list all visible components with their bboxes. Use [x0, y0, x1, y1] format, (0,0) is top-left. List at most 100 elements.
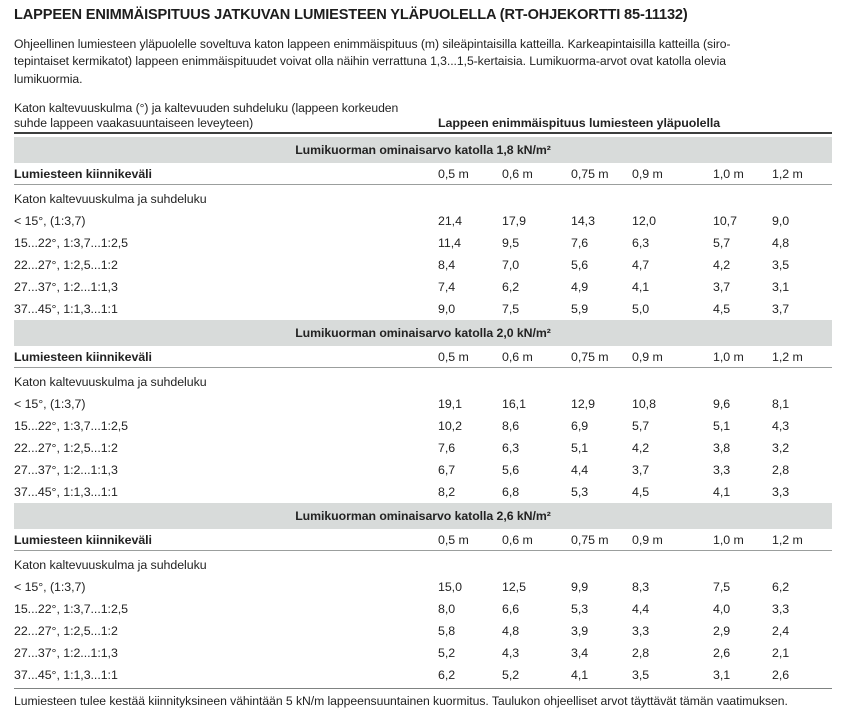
max-length-value: 11,4: [438, 236, 461, 251]
max-length-value: 2,1: [772, 646, 790, 661]
max-length-value: 10,8: [632, 397, 656, 412]
max-length-value: 12,5: [502, 580, 526, 595]
slope-subheader: Katon kaltevuuskulma ja suhdeluku: [14, 192, 207, 207]
max-length-value: 4,8: [502, 624, 520, 639]
table-row: 15...22°, 1:3,7...1:2,5 10,2 8,6 6,9 5,7 5,1 4…: [14, 415, 832, 437]
slope-range-label: 27...37°, 1:2...1:1,3: [14, 646, 118, 661]
slope-range-label: < 15°, (1:3,7): [14, 397, 86, 412]
table-row: < 15°, (1:3,7) 21,4 17,9 14,3 12,0 10,7 9,0: [14, 210, 832, 232]
max-length-value: 2,4: [772, 624, 790, 639]
max-length-value: 4,2: [632, 441, 650, 456]
spacing-column-header: 0,5 m: [438, 533, 469, 548]
max-length-value: 10,2: [438, 419, 462, 434]
spacing-column-header: 0,9 m: [632, 533, 663, 548]
max-length-value: 3,5: [772, 258, 790, 273]
max-length-value: 5,6: [502, 463, 520, 478]
slope-range-label: 37...45°, 1:1,3...1:1: [14, 485, 118, 500]
slope-column-header: Katon kaltevuuskulma (°) ja kaltevuuden …: [14, 101, 438, 130]
max-length-value: 3,1: [713, 668, 731, 683]
max-length-value: 5,2: [502, 668, 520, 683]
slope-range-label: 27...37°, 1:2...1:1,3: [14, 463, 118, 478]
section-band: Lumikuorman ominaisarvo katolla 2,6 kN/m…: [14, 503, 832, 530]
max-length-value: 7,0: [502, 258, 520, 273]
max-length-value: 9,5: [502, 236, 520, 251]
intro-line: Ohjeellinen lumiesteen yläpuolelle sovel…: [14, 37, 731, 51]
slope-range-label: 15...22°, 1:3,7...1:2,5: [14, 602, 129, 617]
max-length-value: 5,9: [571, 302, 589, 317]
section-band: Lumikuorman ominaisarvo katolla 2,0 kN/m…: [14, 320, 832, 347]
max-length-value: 12,0: [632, 214, 656, 229]
spacing-column-header: 1,0 m: [713, 350, 744, 365]
table-row: 22...27°, 1:2,5...1:2 7,6 6,3 5,1 4,2 3,8 3,2: [14, 437, 832, 459]
table-row: 15...22°, 1:3,7...1:2,5 11,4 9,5 7,6 6,3 5,7 4…: [14, 232, 832, 254]
max-length-value: 4,4: [632, 602, 650, 617]
intro-line: lumikuormia.: [14, 71, 83, 86]
section-band-label: Lumikuorman ominaisarvo katolla 2,6 kN/m…: [295, 509, 551, 524]
max-length-value: 4,3: [772, 419, 790, 434]
header-divider: [14, 132, 832, 135]
max-length-value: 4,8: [772, 236, 790, 251]
max-length-value: 3,2: [772, 441, 790, 456]
max-length-value: 8,0: [438, 602, 456, 617]
slope-column-header-line: suhde lappeen vaakasuuntaiseen leveyteen…: [14, 115, 254, 130]
table-row: 22...27°, 1:2,5...1:2 5,8 4,8 3,9 3,3 2,9 2,4: [14, 620, 832, 642]
max-length-value: 3,3: [772, 485, 790, 500]
spacing-column-header: 0,5 m: [438, 350, 469, 365]
max-length-value: 3,7: [632, 463, 650, 478]
table-row: 22...27°, 1:2,5...1:2 8,4 7,0 5,6 4,7 4,2 3,5: [14, 254, 832, 276]
max-length-value: 5,2: [438, 646, 456, 661]
max-length-value: 6,6: [502, 602, 520, 617]
table-row: 37...45°, 1:1,3...1:1 6,2 5,2 4,1 3,5 3,1 2,6: [14, 664, 832, 686]
max-length-value: 4,1: [632, 280, 650, 295]
max-length-value: 6,8: [502, 485, 520, 500]
max-length-value: 2,9: [713, 624, 731, 639]
table-row: 27...37°, 1:2...1:1,3 7,4 6,2 4,9 4,1 3,7 3,1: [14, 276, 832, 298]
max-length-value: 5,1: [713, 419, 731, 434]
spacing-column-header: 1,0 m: [713, 533, 744, 548]
spacing-column-header: 0,6 m: [502, 350, 533, 365]
slope-range-label: < 15°, (1:3,7): [14, 580, 86, 595]
table-row: 37...45°, 1:1,3...1:1 8,2 6,8 5,3 4,5 4,1 3,3: [14, 481, 832, 503]
max-length-value: 6,2: [438, 668, 456, 683]
table-row: < 15°, (1:3,7) 19,1 16,1 12,9 10,8 9,6 8,1: [14, 393, 832, 415]
section-band-label: Lumikuorman ominaisarvo katolla 1,8 kN/m…: [295, 143, 551, 158]
spacing-column-header: 0,9 m: [632, 350, 663, 365]
max-length-value: 8,4: [438, 258, 456, 273]
max-length-value: 3,3: [713, 463, 731, 478]
max-length-value: 4,3: [502, 646, 520, 661]
spacing-header-row: Lumiesteen kiinnikeväli 0,5 m 0,6 m 0,75 m 0…: [14, 346, 832, 369]
slope-range-label: 22...27°, 1:2,5...1:2: [14, 624, 118, 639]
spacing-label: Lumiesteen kiinnikeväli: [14, 350, 152, 365]
spacing-column-header: 1,2 m: [772, 533, 803, 548]
footnote: Lumiesteen tulee kestää kiinnityksineen …: [14, 694, 788, 709]
slope-subheader: Katon kaltevuuskulma ja suhdeluku: [14, 375, 207, 390]
spacing-header-row: Lumiesteen kiinnikeväli 0,5 m 0,6 m 0,75 m 0…: [14, 163, 832, 186]
max-length-value: 8,6: [502, 419, 520, 434]
max-length-value: 16,1: [502, 397, 526, 412]
max-length-value: 2,8: [632, 646, 650, 661]
intro-paragraph: Ohjeellinen lumiesteen yläpuolelle sovel…: [14, 36, 832, 88]
max-length-value: 3,1: [772, 280, 790, 295]
spacing-label: Lumiesteen kiinnikeväli: [14, 533, 152, 548]
max-length-value: 3,3: [772, 602, 790, 617]
section-band: Lumikuorman ominaisarvo katolla 1,8 kN/m…: [14, 137, 832, 164]
table-row: 27...37°, 1:2...1:1,3 5,2 4,3 3,4 2,8 2,6 2,1: [14, 642, 832, 664]
max-length-value: 7,6: [438, 441, 456, 456]
max-length-value: 4,2: [713, 258, 731, 273]
max-length-value: 2,8: [772, 463, 790, 478]
slope-range-label: 15...22°, 1:3,7...1:2,5: [14, 419, 129, 434]
page-title: LAPPEEN ENIMMÄISPITUUS JATKUVAN LUMIESTE…: [14, 7, 688, 23]
spacing-column-header: 1,0 m: [713, 167, 744, 182]
max-length-value: 6,3: [632, 236, 650, 251]
max-length-value: 10,7: [713, 214, 737, 229]
max-length-value: 9,9: [571, 580, 589, 595]
intro-line: tepintaiset kermikatot) lappeen enimmäis…: [14, 54, 726, 69]
max-length-value: 8,1: [772, 397, 790, 412]
max-length-value: 7,5: [502, 302, 520, 317]
max-length-value: 4,7: [632, 258, 650, 273]
max-length-value: 4,1: [713, 485, 731, 500]
max-length-value: 4,4: [571, 463, 589, 478]
spacing-column-header: 0,5 m: [438, 167, 469, 182]
table-row: 37...45°, 1:1,3...1:1 9,0 7,5 5,9 5,0 4,5 3,7: [14, 298, 832, 320]
max-length-value: 21,4: [438, 214, 462, 229]
